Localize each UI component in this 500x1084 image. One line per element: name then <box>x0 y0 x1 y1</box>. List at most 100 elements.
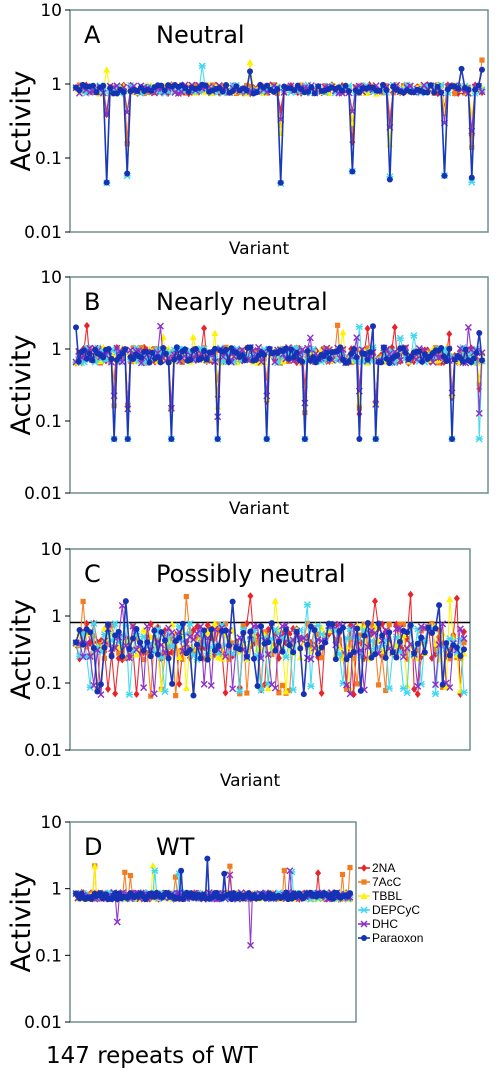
data-point <box>100 82 107 89</box>
data-point <box>318 630 326 638</box>
marker-stroke <box>171 89 179 97</box>
data-point <box>125 654 133 662</box>
data-point <box>204 628 212 635</box>
data-point <box>399 653 407 661</box>
data-point <box>243 87 250 94</box>
data-point <box>478 88 486 96</box>
data-point <box>193 630 201 638</box>
data-point <box>182 90 188 96</box>
marker-stroke <box>475 409 483 417</box>
data-point <box>171 356 178 363</box>
data-point <box>268 643 276 650</box>
data-point <box>144 639 151 646</box>
data-point <box>364 345 371 351</box>
data-point <box>133 690 140 698</box>
data-point <box>253 89 260 96</box>
data-point <box>297 645 304 652</box>
data-point <box>436 627 442 633</box>
data-point <box>473 350 480 357</box>
data-point <box>393 650 399 656</box>
data-point <box>286 688 293 694</box>
data-point <box>281 868 287 874</box>
data-point <box>383 87 390 94</box>
data-point <box>304 620 310 627</box>
data-point <box>446 345 453 352</box>
data-point <box>243 82 250 89</box>
data-point <box>339 328 347 336</box>
data-point <box>186 620 194 628</box>
data-point <box>211 650 218 659</box>
data-point <box>176 354 183 361</box>
data-point <box>247 68 253 75</box>
data-point <box>90 681 98 689</box>
data-point <box>130 355 137 362</box>
data-point <box>357 687 364 694</box>
data-point <box>246 58 254 66</box>
data-point <box>204 656 211 663</box>
data-point <box>345 88 352 95</box>
marker-stroke <box>298 346 306 354</box>
data-point <box>310 354 317 361</box>
data-point <box>215 377 221 383</box>
data-point <box>372 639 378 646</box>
data-point <box>279 648 286 655</box>
panel-title: Nearly neutral <box>156 288 328 316</box>
marker-stroke <box>257 358 265 366</box>
data-point <box>133 650 141 658</box>
data-point <box>97 357 105 365</box>
data-point <box>119 655 126 664</box>
data-point <box>283 626 290 633</box>
data-point <box>414 625 422 633</box>
data-point <box>146 359 153 366</box>
data-point <box>120 89 127 96</box>
data-point <box>333 636 339 643</box>
data-point <box>446 595 454 603</box>
y-axis-label: Activity <box>6 599 37 700</box>
data-point <box>81 347 88 354</box>
data-point <box>141 656 147 663</box>
data-point <box>179 359 185 365</box>
data-point <box>176 634 183 641</box>
data-point <box>255 359 263 366</box>
data-point <box>414 640 421 647</box>
data-point <box>190 626 197 635</box>
marker-stroke <box>478 88 486 96</box>
data-point <box>264 82 271 89</box>
data-point <box>238 346 246 354</box>
marker-stroke <box>86 344 94 352</box>
data-point <box>343 686 350 692</box>
data-point <box>258 623 265 630</box>
data-point <box>364 619 371 626</box>
data-point <box>154 354 161 361</box>
data-point <box>326 355 333 362</box>
data-point <box>464 323 472 331</box>
data-point <box>155 637 161 643</box>
data-point <box>93 89 100 96</box>
data-point <box>187 631 193 637</box>
data-point <box>364 356 371 363</box>
data-point <box>247 643 254 650</box>
marker-stroke <box>192 350 200 358</box>
data-point <box>144 649 150 656</box>
data-point <box>138 354 145 361</box>
data-point <box>367 348 374 355</box>
data-point <box>233 83 240 90</box>
data-point <box>378 359 385 366</box>
data-point <box>222 653 229 661</box>
marker-stroke <box>255 343 263 351</box>
data-point <box>349 168 356 175</box>
marker-stroke <box>229 685 237 693</box>
marker-stroke <box>129 622 137 630</box>
x-axis-label: Variant <box>220 771 281 791</box>
marker-stroke <box>391 348 399 356</box>
data-point <box>416 348 423 355</box>
data-point <box>355 323 363 331</box>
x-axis-label: Variant <box>229 239 290 259</box>
data-point <box>446 684 454 692</box>
marker-stroke <box>353 334 361 342</box>
data-point <box>275 639 282 646</box>
data-point <box>122 869 128 875</box>
data-point <box>124 170 131 177</box>
data-point <box>192 82 199 88</box>
data-point <box>122 346 129 353</box>
